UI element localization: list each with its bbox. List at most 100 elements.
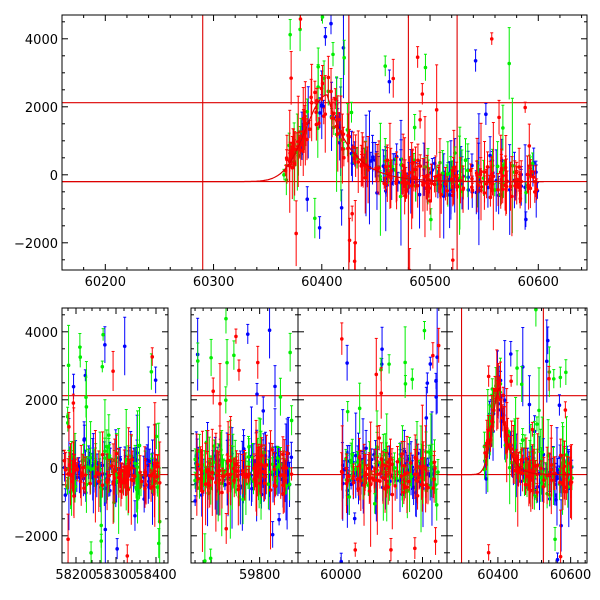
data-point (558, 375, 563, 380)
data-point (424, 186, 429, 191)
data-point (380, 347, 384, 351)
data-point (350, 211, 354, 216)
data-point (402, 490, 406, 495)
data-point (492, 188, 497, 192)
data-point (409, 474, 414, 479)
data-point (339, 559, 343, 563)
data-point (114, 451, 119, 456)
data-point (394, 181, 398, 186)
y-tick-label: 0 (50, 462, 58, 477)
data-point (100, 483, 105, 488)
data-point (250, 486, 254, 491)
data-point (391, 475, 396, 480)
data-point (305, 197, 310, 202)
data-point (255, 392, 259, 396)
data-point (387, 79, 392, 84)
data-point (290, 166, 295, 170)
data-point (431, 353, 435, 358)
data-point (80, 471, 85, 475)
data-point (262, 481, 267, 486)
data-point (307, 127, 312, 132)
data-point (133, 514, 137, 518)
data-point (345, 361, 349, 365)
y-tick-label: 4000 (25, 33, 58, 48)
data-point (407, 268, 412, 270)
data-point (195, 359, 200, 363)
data-point (218, 401, 222, 406)
data-point (364, 446, 368, 451)
data-point (523, 482, 528, 487)
data-point (526, 474, 530, 479)
data-point (523, 105, 527, 110)
data-point (349, 110, 354, 115)
data-point (137, 443, 142, 448)
data-point (298, 17, 303, 21)
data-point (103, 456, 107, 461)
data-point (412, 125, 417, 130)
data-point (105, 477, 110, 482)
data-point (555, 557, 560, 562)
top-panel: −2000 0 2000 4000 60200 60300 60400 60500 60600 (14, 14, 588, 290)
x-tick-label: 60600 (550, 568, 591, 583)
data-point (351, 145, 356, 150)
data-point (475, 173, 479, 178)
x-tick-label: 58200 (55, 568, 96, 583)
bottom-plot-area (447, 308, 587, 563)
data-point (224, 316, 228, 321)
data-point (549, 468, 554, 472)
x-tick-label: 58400 (135, 568, 176, 583)
data-point (436, 470, 440, 474)
data-point (369, 159, 373, 163)
data-point (415, 55, 420, 60)
data-point (517, 165, 521, 169)
data-point (502, 398, 507, 402)
data-point (499, 166, 504, 171)
data-point (449, 177, 454, 182)
data-point (527, 144, 532, 148)
bottom-plot-area (191, 308, 298, 563)
x-tick-label: 60400 (477, 568, 518, 583)
data-point (423, 65, 428, 70)
y-tick-label: −2000 (14, 530, 58, 545)
data-point (403, 382, 408, 386)
data-point (153, 378, 158, 382)
data-point (278, 395, 283, 399)
data-point (539, 466, 543, 471)
data-point (530, 161, 535, 166)
data-point (345, 128, 350, 132)
data-point (193, 499, 197, 503)
data-point (509, 379, 513, 384)
data-point (157, 480, 162, 485)
data-point (428, 461, 433, 466)
data-point (259, 469, 264, 473)
data-point (509, 447, 514, 451)
data-point (289, 76, 293, 80)
data-point (416, 158, 420, 163)
data-point (242, 447, 246, 451)
data-point (313, 90, 317, 95)
data-point (331, 52, 335, 57)
x-tick-label: 60300 (193, 275, 234, 290)
model-curve (62, 94, 544, 183)
data-point (407, 479, 411, 484)
data-point (479, 170, 483, 174)
data-point (507, 61, 512, 66)
data-point (88, 481, 92, 486)
data-point (413, 546, 417, 551)
data-point (206, 467, 210, 472)
data-point (357, 406, 362, 411)
data-point (535, 422, 539, 426)
data-point (138, 470, 142, 475)
top-plot-area (62, 15, 587, 270)
data-point (561, 482, 565, 487)
y-tick-label: −2000 (14, 237, 58, 252)
x-tick-label: 60000 (320, 568, 361, 583)
data-point (429, 217, 433, 222)
data-point (89, 551, 93, 555)
data-point (353, 453, 358, 458)
data-point (320, 81, 325, 86)
data-point (225, 459, 230, 463)
data-point (488, 195, 493, 200)
data-point (547, 376, 551, 381)
